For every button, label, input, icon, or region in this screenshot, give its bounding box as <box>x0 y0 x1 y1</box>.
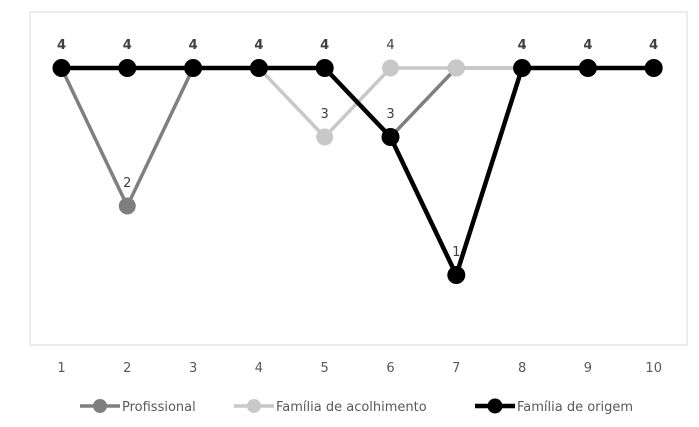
legend-item-familia-de-acolhimento[interactable]: Família de acolhimento <box>234 399 427 415</box>
data-label-familia-de-origem: 4 <box>189 38 198 53</box>
x-tick-label: 1 <box>57 361 65 376</box>
x-tick-label: 4 <box>255 361 263 376</box>
x-tick-label: 2 <box>123 361 131 376</box>
data-label-profissional: 2 <box>123 176 131 191</box>
data-point-familia-de-origem[interactable] <box>52 59 71 77</box>
data-point-familia-de-acolhimento[interactable] <box>447 59 465 77</box>
legend: Profissional Família de acolhimento Famíli… <box>80 398 633 416</box>
legend-label-familia-de-origem: Família de origem <box>517 400 633 415</box>
data-label-familia-de-origem: 4 <box>649 38 658 53</box>
series-layer <box>59 65 654 278</box>
legend-marker-profissional <box>93 399 107 413</box>
data-label-layer: 2 3 3 4 4 4 4 4 4 1 4 4 4 <box>57 38 658 260</box>
data-label-familia-de-origem: 4 <box>518 38 527 53</box>
data-label-familia-de-origem: 1 <box>452 245 460 260</box>
x-tick-label: 8 <box>518 361 526 376</box>
legend-label-familia-de-acolhimento: Família de acolhimento <box>276 400 427 415</box>
data-point-familia-de-origem[interactable] <box>447 266 466 284</box>
x-tick-label: 7 <box>452 361 460 376</box>
data-label-familia-de-acolhimento: 4 <box>386 38 394 53</box>
point-layer <box>52 59 663 284</box>
legend-label-profissional: Profissional <box>122 400 196 415</box>
legend-marker-familia-de-origem <box>487 398 503 414</box>
series-line-familia-de-origem <box>61 65 654 278</box>
x-tick-label: 5 <box>321 361 329 376</box>
data-point-familia-de-acolhimento[interactable] <box>382 59 399 77</box>
legend-item-familia-de-origem[interactable]: Família de origem <box>475 398 633 416</box>
data-point-familia-de-origem[interactable] <box>184 59 203 77</box>
data-label-profissional: 3 <box>386 107 394 122</box>
data-point-familia-de-origem[interactable] <box>118 59 137 77</box>
data-point-familia-de-origem[interactable] <box>513 59 532 77</box>
data-label-familia-de-origem: 4 <box>254 38 263 53</box>
data-point-familia-de-origem[interactable] <box>644 59 663 77</box>
x-tick-label: 10 <box>645 361 662 376</box>
x-axis-tick-labels: 1 2 3 4 5 6 7 8 9 10 <box>57 361 662 376</box>
legend-item-profissional[interactable]: Profissional <box>80 399 196 415</box>
data-label-familia-de-acolhimento: 3 <box>321 107 329 122</box>
data-point-familia-de-acolhimento[interactable] <box>316 128 334 146</box>
x-tick-label: 6 <box>386 361 394 376</box>
data-point-familia-de-origem[interactable] <box>381 128 400 146</box>
data-point-familia-de-origem[interactable] <box>578 59 597 77</box>
data-label-familia-de-origem: 4 <box>57 38 66 53</box>
data-label-familia-de-origem: 4 <box>320 38 329 53</box>
data-point-familia-de-origem[interactable] <box>249 59 268 77</box>
plot-area-border <box>29 11 688 346</box>
x-tick-label: 9 <box>584 361 592 376</box>
data-point-familia-de-origem[interactable] <box>315 59 334 77</box>
data-point-profissional[interactable] <box>118 197 136 215</box>
legend-marker-familia-de-acolhimento <box>247 399 261 413</box>
x-tick-label: 3 <box>189 361 197 376</box>
data-label-familia-de-origem: 4 <box>123 38 132 53</box>
data-label-familia-de-origem: 4 <box>583 38 592 53</box>
